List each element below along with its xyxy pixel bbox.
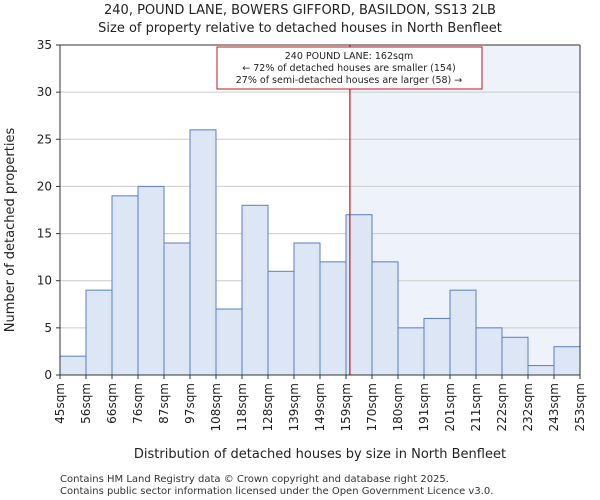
y-tick-label-10: 10 bbox=[37, 274, 52, 288]
bar-45sqm bbox=[59, 355, 87, 376]
chart-title: 240, POUND LANE, BOWERS GIFFORD, BASILDO… bbox=[104, 3, 496, 18]
x-tick-label-76sqm: 76sqm bbox=[131, 383, 145, 424]
x-tick-label-66sqm: 66sqm bbox=[105, 383, 119, 424]
bar-87sqm bbox=[163, 242, 191, 376]
y-tick-label-15: 15 bbox=[37, 227, 52, 241]
x-tick-label-211sqm: 211sqm bbox=[469, 383, 483, 431]
bar-170sqm bbox=[371, 261, 399, 376]
bar-191sqm bbox=[423, 317, 451, 376]
x-tick-label-232sqm: 232sqm bbox=[521, 383, 535, 431]
x-tick-label-159sqm: 159sqm bbox=[339, 383, 353, 431]
y-tick-label-0: 0 bbox=[44, 368, 52, 382]
bar-76sqm bbox=[137, 185, 165, 376]
annotation-line-1: 240 POUND LANE: 162sqm bbox=[285, 51, 413, 62]
x-tick-label-201sqm: 201sqm bbox=[443, 383, 457, 431]
annotation-line-3: 27% of semi-detached houses are larger (… bbox=[236, 75, 463, 86]
x-tick-label-243sqm: 243sqm bbox=[547, 383, 561, 431]
x-tick-label-139sqm: 139sqm bbox=[287, 383, 301, 431]
annotation-line-2: ← 72% of detached houses are smaller (15… bbox=[242, 63, 455, 74]
x-tick-label-108sqm: 108sqm bbox=[209, 383, 223, 431]
x-tick-label-118sqm: 118sqm bbox=[235, 383, 249, 431]
bar-222sqm bbox=[501, 336, 529, 376]
y-tick-label-25: 25 bbox=[37, 132, 52, 146]
bar-243sqm bbox=[553, 346, 581, 376]
bar-56sqm bbox=[85, 289, 113, 376]
x-tick-label-170sqm: 170sqm bbox=[365, 383, 379, 431]
bar-97sqm bbox=[189, 129, 217, 376]
footer-line-2: Contains public sector information licen… bbox=[60, 486, 493, 497]
x-tick-label-149sqm: 149sqm bbox=[313, 383, 327, 431]
annotation-box bbox=[216, 46, 483, 90]
bar-201sqm bbox=[449, 289, 477, 376]
y-axis-label: Number of detached properties bbox=[3, 128, 18, 333]
x-tick-label-128sqm: 128sqm bbox=[261, 383, 275, 431]
y-tick-label-5: 5 bbox=[44, 321, 52, 335]
bar-139sqm bbox=[293, 242, 321, 376]
x-tick-label-97sqm: 97sqm bbox=[183, 383, 197, 424]
x-tick-label-180sqm: 180sqm bbox=[391, 383, 405, 431]
bar-128sqm bbox=[267, 270, 295, 376]
bar-118sqm bbox=[241, 204, 269, 376]
chart-subtitle: Size of property relative to detached ho… bbox=[98, 21, 502, 36]
x-tick-label-87sqm: 87sqm bbox=[157, 383, 171, 424]
x-axis-label: Distribution of detached houses by size … bbox=[134, 447, 506, 462]
bar-232sqm bbox=[527, 365, 555, 376]
x-tick-label-56sqm: 56sqm bbox=[79, 383, 93, 424]
y-tick-label-30: 30 bbox=[37, 85, 52, 99]
x-tick-label-45sqm: 45sqm bbox=[53, 383, 67, 424]
bar-66sqm bbox=[111, 195, 139, 376]
bar-108sqm bbox=[215, 308, 243, 376]
x-tick-label-191sqm: 191sqm bbox=[417, 383, 431, 431]
x-tick-label-222sqm: 222sqm bbox=[495, 383, 509, 431]
property-annotation: 240 POUND LANE: 162sqm ← 72% of detached… bbox=[216, 46, 483, 90]
y-tick-label-20: 20 bbox=[37, 179, 52, 193]
x-tick-label-253sqm: 253sqm bbox=[573, 383, 587, 431]
y-tick-label-35: 35 bbox=[37, 38, 52, 52]
bar-180sqm bbox=[397, 327, 425, 376]
bar-149sqm bbox=[319, 261, 347, 376]
bar-211sqm bbox=[475, 327, 503, 376]
footer-line-1: Contains HM Land Registry data © Crown c… bbox=[60, 474, 449, 485]
